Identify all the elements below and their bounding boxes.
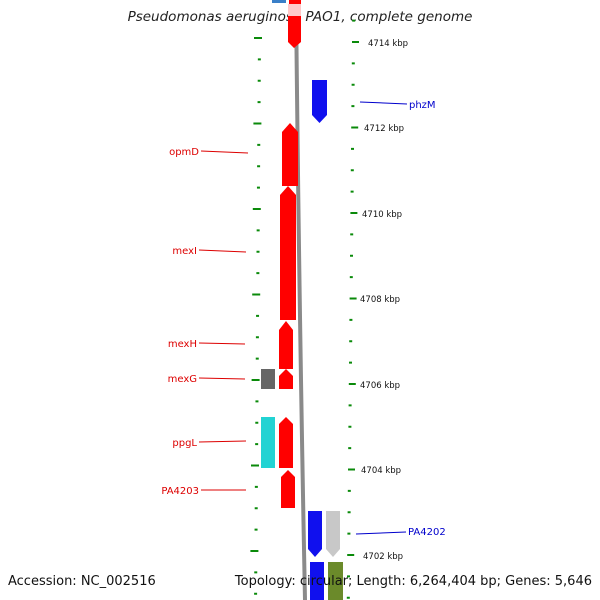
axis-label-4712: 4712 kbp [364,124,404,134]
label-lines [198,101,408,535]
axis-label-4714: 4714 kbp [368,39,408,49]
gene-top-blue-stub[interactable] [272,0,286,3]
tick-marks [250,19,359,599]
label-mexI[interactable]: mexI [172,246,197,257]
genome-summary: Topology: circular; Length: 6,264,404 bp… [234,574,592,589]
gene-bottom-blue[interactable] [310,562,324,600]
axis-labels: 4714 kbp 4712 kbp 4710 kbp 4708 kbp 4706… [360,39,408,562]
leader-mexH [198,342,246,345]
gene-ppgL[interactable] [279,417,293,468]
label-opmD[interactable]: opmD [169,147,199,158]
gene-mexI[interactable] [280,186,296,320]
gene-top-red[interactable] [288,16,301,48]
axis-label-4704: 4704 kbp [361,466,401,476]
axis-label-4702: 4702 kbp [363,552,403,562]
forward-genes [261,0,301,508]
label-PA4202[interactable]: PA4202 [408,527,446,538]
gene-mexG[interactable] [279,369,293,389]
gene-opmD[interactable] [282,123,298,186]
leader-mexI [198,249,247,253]
label-mexG[interactable]: mexG [168,374,197,385]
label-PA4203[interactable]: PA4203 [161,486,199,497]
leader-mexG [198,377,246,380]
leader-PA4202 [355,531,407,535]
genome-backbone [294,0,307,600]
gene-PA4202-grey[interactable] [326,511,340,557]
label-phzM[interactable]: phzM [409,100,436,111]
gene-bottom-olive[interactable] [328,562,343,600]
leader-phzM [359,101,408,105]
gene-PA4202[interactable] [308,511,322,557]
axis-label-4710: 4710 kbp [362,210,402,220]
gene-top-pink[interactable] [288,4,301,16]
gene-ppgL-cyan[interactable] [261,417,275,468]
gene-labels: opmD mexI mexH mexG ppgL PA4203 phzM PA4… [161,100,445,538]
gene-phzM[interactable] [312,80,327,123]
gene-mexH[interactable] [279,321,293,369]
label-ppgL[interactable]: ppgL [172,438,197,449]
gene-mexG-grey[interactable] [261,369,275,389]
leader-opmD [200,150,249,154]
leader-ppgL [198,440,247,443]
accession-label: Accession: NC_002516 [8,574,156,589]
gene-PA4203[interactable] [281,470,295,508]
label-mexH[interactable]: mexH [168,339,197,350]
reverse-genes [308,80,343,600]
axis-label-4706: 4706 kbp [360,381,400,391]
axis-label-4708: 4708 kbp [360,295,400,305]
gene-top-red-stub[interactable] [289,0,301,4]
